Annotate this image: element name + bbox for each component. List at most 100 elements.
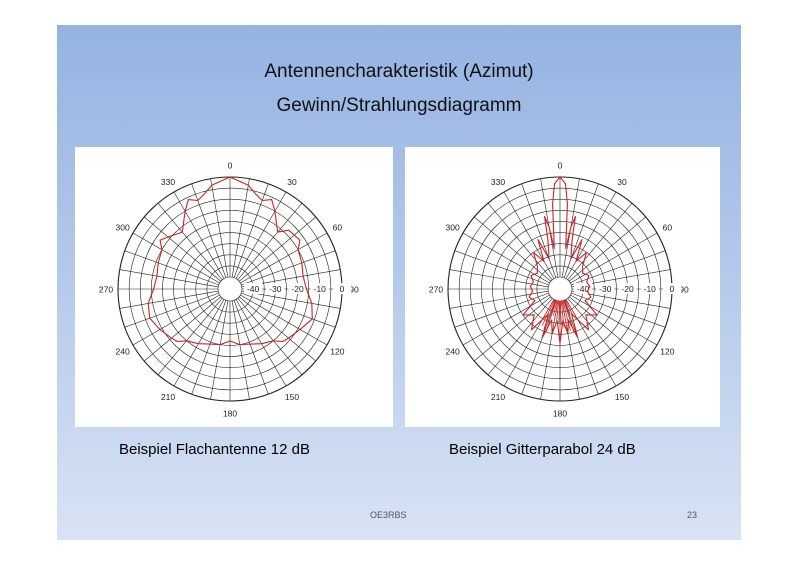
grid-spoke — [462, 232, 550, 284]
grid-spoke — [240, 232, 328, 284]
angle-label: 90 — [349, 285, 359, 295]
angle-label: 60 — [333, 223, 343, 233]
pattern-spike — [543, 299, 556, 330]
grid-spoke — [238, 216, 316, 282]
grid-spoke — [474, 296, 552, 362]
grid-spoke — [565, 191, 617, 279]
grid-spoke — [233, 300, 269, 395]
angle-label: 150 — [285, 392, 299, 402]
angle-label: 300 — [446, 223, 460, 233]
slide: Antennencharakteristik (Azimut) Gewinn/S… — [57, 25, 741, 540]
radial-label-bg — [288, 283, 307, 294]
slide-title: Antennencharakteristik (Azimut) — [264, 61, 534, 82]
grid-spoke — [568, 216, 646, 282]
radial-label-bg — [640, 283, 659, 294]
grid-spoke — [454, 292, 549, 328]
grid-spoke — [570, 232, 658, 284]
grid-spoke — [241, 250, 336, 286]
grid-spoke — [124, 250, 219, 286]
pattern-spike — [545, 300, 557, 333]
angle-label: 330 — [161, 177, 175, 187]
angle-label: 120 — [330, 347, 344, 357]
radial-label: -30 — [269, 284, 282, 294]
page-number: 23 — [687, 510, 698, 520]
pattern-spike — [552, 300, 558, 316]
angle-label: 240 — [446, 347, 460, 357]
angle-label: 240 — [116, 347, 130, 357]
grid-spoke — [237, 297, 303, 375]
grid-spoke — [132, 232, 220, 284]
angle-label: 90 — [679, 285, 689, 295]
angle-label: 120 — [660, 347, 674, 357]
pattern-spike — [561, 300, 568, 330]
pattern-spike — [565, 299, 577, 317]
radial-label: -40 — [247, 284, 260, 294]
grid-spoke — [173, 191, 225, 279]
caption-flachantenne: Beispiel Flachantenne 12 dB — [119, 441, 310, 458]
grid-spoke — [474, 216, 552, 282]
angle-label: 300 — [116, 223, 130, 233]
angle-label: 60 — [663, 223, 673, 233]
grid-spoke — [144, 216, 222, 282]
grid-spoke — [210, 300, 229, 400]
radial-label-bg — [596, 283, 615, 294]
angle-label: 210 — [161, 392, 175, 402]
angle-label: 180 — [223, 409, 237, 419]
radial-label-bg — [333, 283, 351, 294]
pattern-spike — [562, 300, 571, 331]
radial-label: 0 — [340, 284, 345, 294]
grid-spoke — [568, 296, 646, 362]
grid-ring — [547, 276, 573, 302]
grid-spoke — [119, 290, 219, 309]
angle-label: 0 — [558, 161, 563, 171]
pattern-spike — [558, 300, 560, 324]
grid-spoke — [567, 203, 633, 281]
grid-spoke — [210, 178, 229, 278]
grid-ring — [217, 276, 243, 302]
grid-spoke — [235, 299, 287, 387]
grid-spoke — [521, 183, 557, 278]
polar-chart-flachantenne: 0 30 60 90 120 150 180 210 240 270 300 330 -40 -30 -20… — [99, 161, 359, 419]
grid-spoke — [571, 292, 666, 328]
grid-spoke — [191, 183, 227, 278]
radial-label: -20 — [621, 284, 634, 294]
polar-chart-gitterparabol: 0 30 60 90 120 150 180 210 240 270 300 330 -40 -30 -20… — [429, 161, 689, 419]
grid-spoke — [240, 294, 328, 346]
angle-label: 330 — [491, 177, 505, 187]
radial-label: -10 — [314, 284, 327, 294]
back-lobe-spikes — [540, 299, 577, 333]
grid-spoke — [454, 250, 549, 286]
radial-label: -20 — [291, 284, 304, 294]
radial-label-bg — [663, 283, 681, 294]
pattern-spike — [564, 299, 571, 315]
grid-spoke — [235, 191, 287, 279]
grid-spoke — [157, 203, 223, 281]
grid-spoke — [157, 297, 223, 375]
pattern-spike — [556, 300, 560, 321]
grid-spoke — [233, 183, 269, 278]
pattern-spike — [554, 300, 559, 319]
angle-label: 0 — [228, 161, 233, 171]
angle-label: 180 — [553, 409, 567, 419]
polar-chart-panel-gitterparabol: 0 30 60 90 120 150 180 210 240 270 300 330 -40 -30 -20… — [405, 147, 720, 427]
slide-subtitle: Gewinn/Strahlungsdiagramm — [276, 95, 522, 116]
grid-spoke — [567, 297, 633, 375]
grid-spoke — [449, 290, 549, 309]
angle-label: 150 — [615, 392, 629, 402]
grid-spoke — [237, 203, 303, 281]
radial-label-bg — [244, 283, 263, 294]
polar-chart-panel-flachantenne: 0 30 60 90 120 150 180 210 240 270 300 330 -40 -30 -20… — [75, 147, 393, 427]
grid-spoke — [563, 183, 599, 278]
radial-label: -30 — [599, 284, 612, 294]
angle-label: 270 — [429, 285, 443, 295]
polar-grid — [447, 176, 673, 402]
grid-spoke — [132, 294, 220, 346]
angle-label: 270 — [99, 285, 113, 295]
grid-spoke — [238, 296, 316, 362]
grid-spoke — [144, 296, 222, 362]
radial-label: -40 — [577, 284, 590, 294]
grid-spoke — [241, 292, 336, 328]
polar-grid — [117, 176, 343, 402]
footer-author: OE3RBS — [370, 510, 407, 520]
grid-spoke — [124, 292, 219, 328]
